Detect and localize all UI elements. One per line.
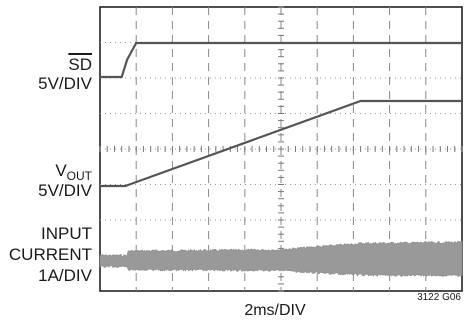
x-axis-label: 2ms/DIV [244, 302, 306, 319]
input-current-label-line1: INPUT [41, 224, 92, 243]
input-current-trace [99, 240, 463, 278]
figure-id: 3122 G06 [417, 292, 461, 303]
input-current-scale-label: 1A/DIV [38, 266, 92, 285]
sd-scale-label: 5V/DIV [38, 74, 92, 93]
vout-label-sub: OUT [66, 169, 92, 183]
input-current-label-line2: CURRENT [8, 245, 92, 264]
vout-trace-line [100, 99, 462, 188]
vout-scale-label: 5V/DIV [38, 181, 92, 200]
vout-label-main: V [55, 161, 67, 180]
vout-trace-label: VOUT [0, 161, 92, 186]
sd-trace-label: SD [68, 55, 92, 74]
sd-trace-line [100, 41, 462, 79]
